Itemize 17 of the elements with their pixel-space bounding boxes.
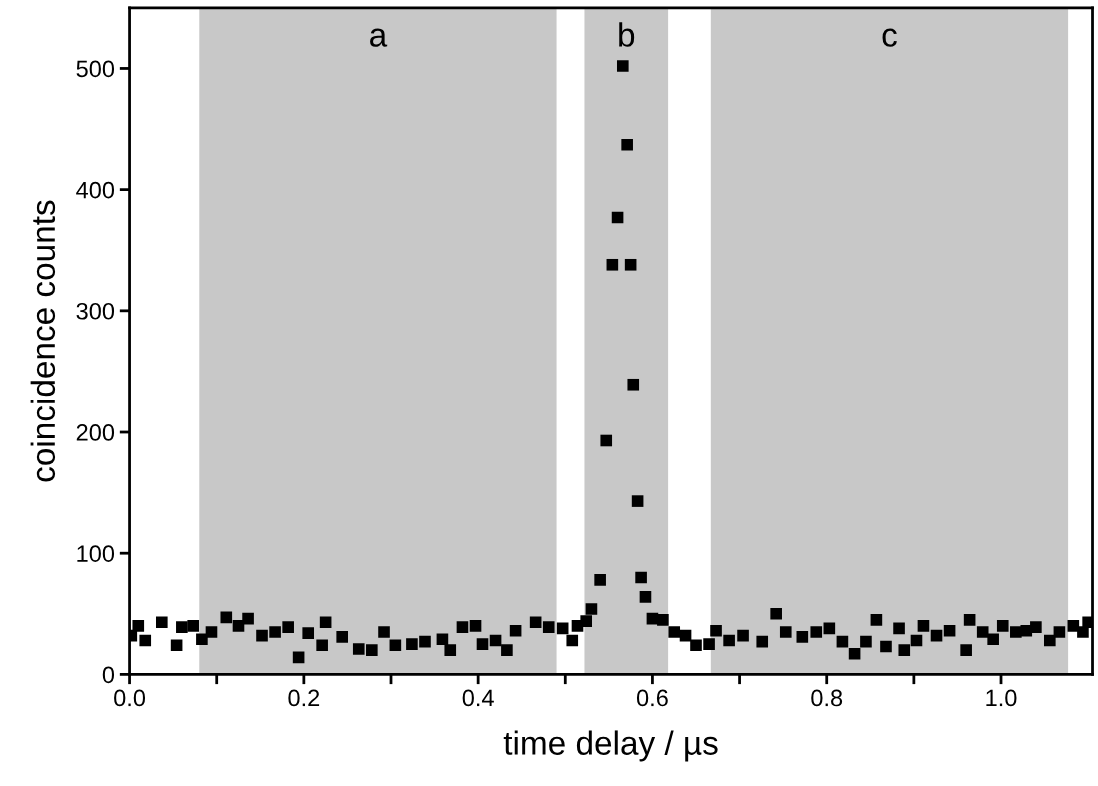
y-tick-label: 400 <box>76 181 115 199</box>
y-tick-label: 300 <box>76 302 115 320</box>
y-tick-label: 200 <box>76 424 115 441</box>
y-tick-label: 100 <box>77 545 115 562</box>
y-tick-label: 0 <box>102 666 115 684</box>
y-tick-label: 500 <box>76 60 115 78</box>
band-label: a <box>370 28 388 47</box>
x-tick-label: 1.0 <box>986 689 1017 707</box>
x-tick-label: 0.0 <box>114 689 146 707</box>
band-label: c <box>882 28 897 47</box>
x-tick-label: 0.4 <box>462 689 494 707</box>
x-axis-title: time delay / µs <box>503 730 718 762</box>
y-axis-title: coincidence counts <box>30 200 56 482</box>
x-tick-label: 0.8 <box>811 689 843 707</box>
x-tick-label: 0.2 <box>288 689 320 707</box>
x-tick-label: 0.6 <box>636 689 668 707</box>
band-label: b <box>619 22 635 47</box>
